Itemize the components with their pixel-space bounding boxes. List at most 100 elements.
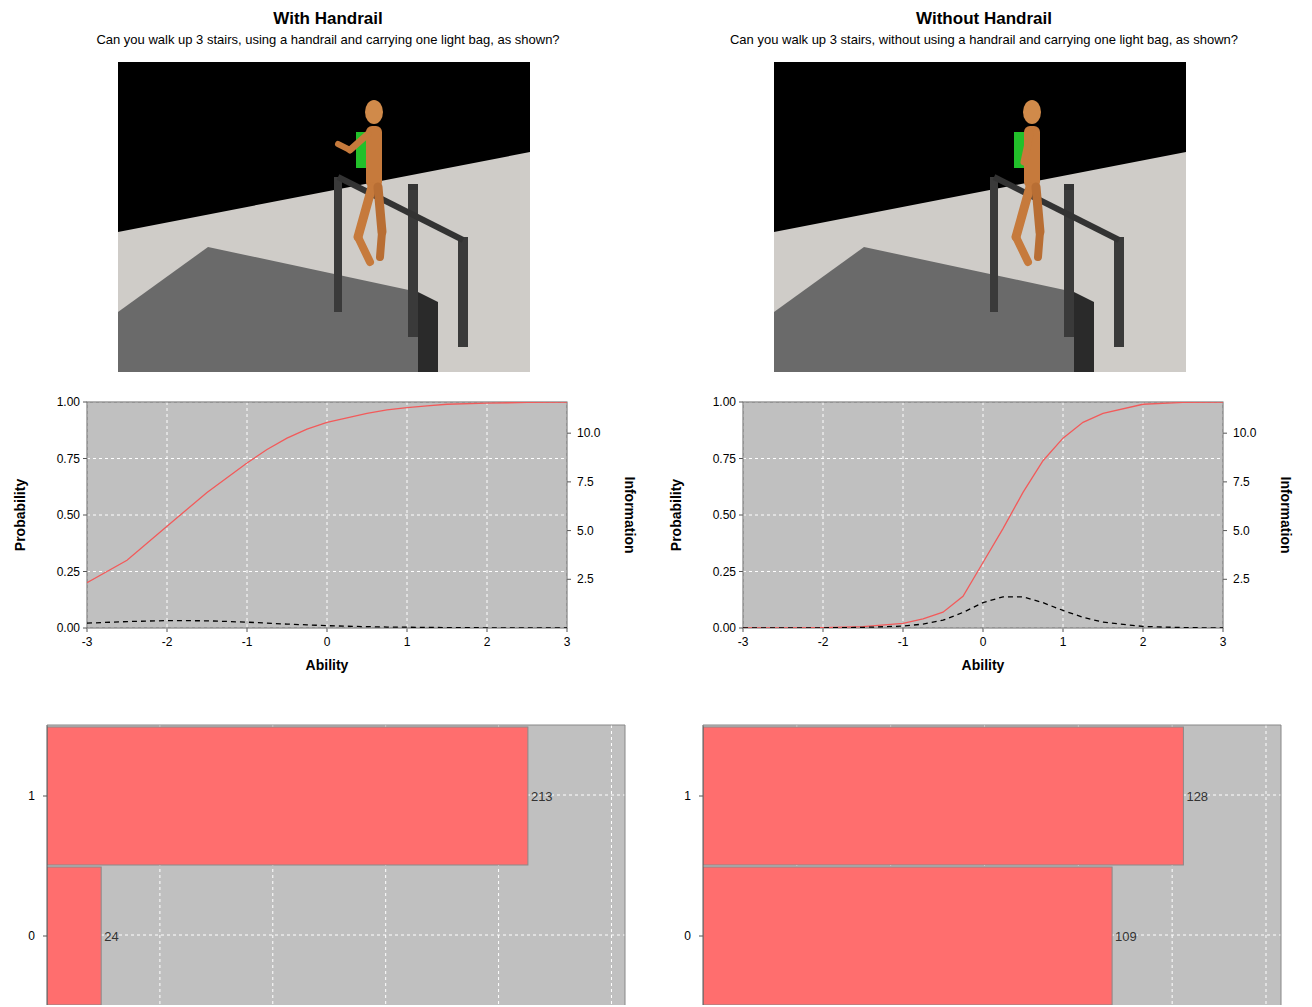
scene-platform-side [1074, 292, 1094, 372]
data-label: 24 [104, 929, 118, 944]
data-label: 109 [1115, 929, 1137, 944]
tick-mark [1223, 433, 1227, 434]
data-label: 213 [531, 789, 553, 804]
scene-image [774, 62, 1186, 372]
scene-bg [118, 62, 530, 372]
tick-mark [567, 530, 571, 531]
scene-post [458, 237, 468, 347]
tick-mark [567, 628, 568, 632]
tick-mark [487, 628, 488, 632]
scene-post [990, 177, 998, 312]
tick-mark [327, 628, 328, 632]
tick-mark [83, 458, 87, 459]
scene-rail [994, 177, 1119, 240]
bar [47, 727, 528, 865]
tick-mark [567, 579, 571, 580]
tick-mark [1223, 628, 1224, 632]
probability-curve [743, 402, 1223, 628]
tick-mark [83, 628, 87, 629]
tick-mark [823, 628, 824, 632]
tick-mark [407, 628, 408, 632]
x-tick-label: -1 [898, 635, 909, 649]
x-tick-label: -2 [818, 635, 829, 649]
x-tick-label: 1 [404, 635, 411, 649]
grid-line [87, 458, 567, 459]
x-tick-label: 3 [564, 635, 571, 649]
grid-line [743, 458, 1223, 459]
plot-marks [743, 402, 1223, 628]
y-tick-label: 0.75 [57, 452, 81, 466]
x-tick-label: -2 [162, 635, 173, 649]
y2-tick-label: 10.0 [1233, 426, 1257, 440]
x-tick-label: -3 [738, 635, 749, 649]
scene-rail [1064, 184, 1074, 190]
y-tick-label: 0.25 [57, 565, 81, 579]
y-tick-label: 0.00 [713, 621, 737, 635]
plot-bg [743, 402, 1223, 628]
y-tick-label: 1.00 [713, 395, 737, 409]
tick-mark [739, 458, 743, 459]
scene-platform-top [118, 247, 418, 372]
tick-mark [247, 628, 248, 632]
tick-mark [87, 628, 88, 632]
scene-leg [1016, 237, 1028, 262]
tick-mark [43, 796, 47, 797]
y-tick-label: 0.75 [713, 452, 737, 466]
grid-line [903, 402, 904, 628]
bar [703, 867, 1112, 1005]
x-axis-title: Ability [962, 657, 1005, 673]
y2-tick-label: 7.5 [1233, 475, 1250, 489]
scene-floor [118, 152, 530, 372]
figure: With HandrailCan you walk up 3 stairs, u… [0, 0, 1312, 1007]
tick-mark [743, 628, 744, 632]
scene-leg [380, 232, 382, 257]
panel-subtitle: Can you walk up 3 stairs, without using … [730, 32, 1238, 47]
information-curve [743, 597, 1223, 628]
scene-bg [774, 62, 1186, 372]
scene-platform-side [418, 292, 438, 372]
x-tick-label: 1 [1060, 635, 1067, 649]
panel-title: With Handrail [273, 9, 382, 28]
scene-image [118, 62, 530, 372]
scene-post [1114, 237, 1124, 347]
y-tick-label: 0.00 [57, 621, 81, 635]
grid-line [743, 571, 1223, 572]
tick-mark [739, 628, 743, 629]
scene-rail [338, 177, 463, 240]
bar [47, 867, 101, 1005]
x-tick-label: -1 [242, 635, 253, 649]
tick-mark [983, 628, 984, 632]
y-tick-label: 1 [28, 789, 35, 803]
y-tick-label: 1 [684, 789, 691, 803]
y-tick-label: 1.00 [57, 395, 81, 409]
scene-arm [338, 144, 350, 150]
plot-marks [703, 727, 1183, 1005]
y-tick-label: 0.50 [57, 508, 81, 522]
tick-mark [83, 402, 87, 403]
x-tick-label: 2 [484, 635, 491, 649]
information-curve [87, 621, 567, 628]
scene-post [1064, 187, 1074, 337]
grid-line [47, 935, 625, 936]
x-tick-label: 3 [1220, 635, 1227, 649]
y2-tick-label: 2.5 [577, 572, 594, 586]
y2-tick-label: 10.0 [577, 426, 601, 440]
axis-line [47, 725, 625, 726]
x-axis-title: Ability [306, 657, 349, 673]
y2-axis-title: Information [1278, 477, 1294, 554]
y-tick-label: 0 [684, 929, 691, 943]
y2-tick-label: 7.5 [577, 475, 594, 489]
grid-line [1265, 725, 1266, 1005]
scene-head [365, 100, 383, 124]
tick-mark [167, 628, 168, 632]
plot-marks [87, 402, 567, 628]
axis-line [1281, 725, 1282, 1005]
scene-arm [350, 134, 368, 150]
scene-post [334, 177, 342, 312]
scene-leg [358, 237, 370, 262]
x-tick-label: 0 [980, 635, 987, 649]
tick-mark [567, 481, 571, 482]
tick-mark [739, 402, 743, 403]
panel-title: Without Handrail [916, 9, 1052, 28]
grid-line [611, 725, 612, 1005]
